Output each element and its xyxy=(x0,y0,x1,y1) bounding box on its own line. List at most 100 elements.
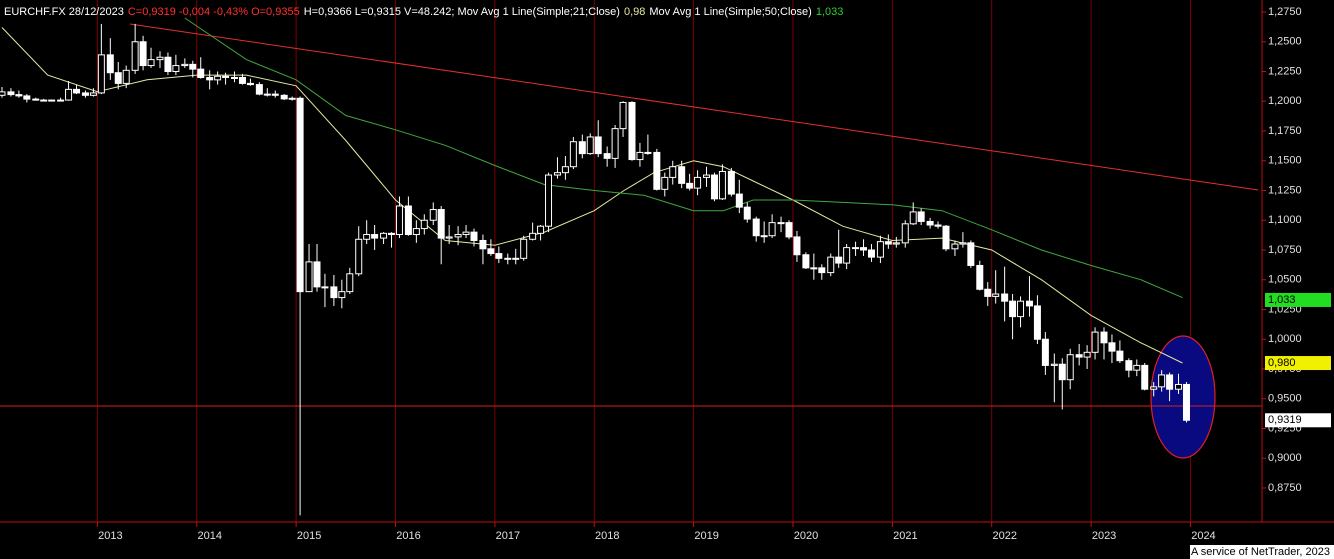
x-tick-label: 2021 xyxy=(893,530,917,542)
candle-body xyxy=(718,170,726,200)
candle-body xyxy=(594,136,602,155)
header-part: EURCHF.FX 28/12/2023 xyxy=(4,6,124,18)
price-label: 0,980 xyxy=(1268,357,1296,369)
candle-body xyxy=(40,99,48,102)
candle-body xyxy=(73,88,81,94)
trend-line xyxy=(129,23,1259,191)
candle-body xyxy=(892,242,900,245)
header-part: 0,98 xyxy=(624,6,645,18)
footer-text: A service of NetTrader, 2023 xyxy=(1191,546,1330,558)
candle-body xyxy=(1050,363,1058,366)
x-tick-label: 2018 xyxy=(595,530,619,542)
candle-body xyxy=(330,286,338,299)
candle-body xyxy=(703,174,711,178)
y-tick-label: 0,8750 xyxy=(1268,482,1302,494)
candle-body xyxy=(1083,351,1091,358)
header-part: 1,033 xyxy=(816,6,844,18)
candle-body xyxy=(271,93,279,96)
candle-body xyxy=(752,218,760,237)
y-tick-label: 0,9500 xyxy=(1268,393,1302,405)
candle-body xyxy=(1066,354,1074,381)
candle-body xyxy=(1075,354,1083,358)
candle-body xyxy=(569,141,577,168)
candle-body xyxy=(1116,350,1124,362)
candle-body xyxy=(644,151,652,154)
candle-body xyxy=(735,193,743,208)
candle-body xyxy=(876,241,884,258)
candle-body xyxy=(164,56,172,73)
candle-body xyxy=(231,76,239,79)
candle-body xyxy=(23,95,31,100)
candle-body xyxy=(206,76,214,81)
candle-body xyxy=(454,234,462,238)
header-part: C=0,9319 -0,004 -0,43% O=0,9355 xyxy=(128,6,300,18)
candle-body xyxy=(1108,342,1116,352)
candle-body xyxy=(139,41,147,67)
candle-body xyxy=(0,91,6,96)
candle-body xyxy=(189,63,197,70)
candle-body xyxy=(959,242,967,245)
candle-body xyxy=(727,170,735,195)
candle-body xyxy=(321,286,329,289)
candle-body xyxy=(793,236,801,256)
candle-body xyxy=(437,209,445,239)
candle-body xyxy=(1182,383,1190,421)
y-tick-label: 1,0500 xyxy=(1268,274,1302,286)
candle-body xyxy=(984,288,992,297)
x-tick-label: 2013 xyxy=(98,530,122,542)
candle-body xyxy=(545,174,553,227)
candle-body xyxy=(197,68,205,78)
x-tick-label: 2022 xyxy=(992,530,1016,542)
y-tick-label: 1,0750 xyxy=(1268,244,1302,256)
y-tick-label: 1,2750 xyxy=(1268,6,1302,18)
candle-body xyxy=(479,239,487,250)
candle-body xyxy=(1001,293,1009,302)
price-label: 1,033 xyxy=(1268,294,1296,306)
candle-body xyxy=(97,54,105,94)
candle-body xyxy=(255,84,263,95)
candle-body xyxy=(487,248,495,255)
candle-body xyxy=(678,166,686,184)
candle-body xyxy=(222,75,230,78)
candle-body xyxy=(462,231,470,236)
header-part: H=0,9366 L=0,9315 V=48.242; Mov Avg 1 Li… xyxy=(304,6,620,18)
candle-body xyxy=(992,293,1000,297)
marks-layer xyxy=(0,17,1190,516)
candle-body xyxy=(653,151,661,190)
moving-average-line xyxy=(1,27,1183,364)
candle-body xyxy=(1100,331,1108,344)
candle-body xyxy=(1175,383,1183,390)
candle-body xyxy=(934,224,942,227)
candle-body xyxy=(926,220,934,226)
candle-body xyxy=(288,97,296,100)
candle-body xyxy=(1125,360,1133,371)
candle-body xyxy=(951,243,959,250)
candle-body xyxy=(48,99,56,102)
candle-body xyxy=(884,241,892,245)
candle-body xyxy=(669,166,677,178)
y-tick-label: 1,0000 xyxy=(1268,333,1302,345)
candle-body xyxy=(305,261,313,293)
candle-body xyxy=(404,205,412,236)
candle-body xyxy=(852,247,860,250)
candle-body xyxy=(412,228,420,236)
candle-body xyxy=(363,234,371,240)
price-label: 0,9319 xyxy=(1268,414,1302,426)
candle-body xyxy=(867,249,875,258)
candle-body xyxy=(603,153,611,159)
candle-body xyxy=(1058,363,1066,381)
candle-body xyxy=(785,222,793,238)
candle-body xyxy=(470,231,478,241)
candle-body xyxy=(1033,305,1041,340)
candle-body xyxy=(810,267,818,270)
candle-body xyxy=(586,136,594,155)
candle-body xyxy=(1158,374,1166,388)
x-tick-label: 2019 xyxy=(694,530,718,542)
x-tick-label: 2024 xyxy=(1191,530,1215,542)
candle-body xyxy=(89,92,97,96)
candle-body xyxy=(395,205,403,236)
candle-body xyxy=(520,238,528,259)
candle-body xyxy=(818,267,826,274)
candle-body xyxy=(843,247,851,264)
